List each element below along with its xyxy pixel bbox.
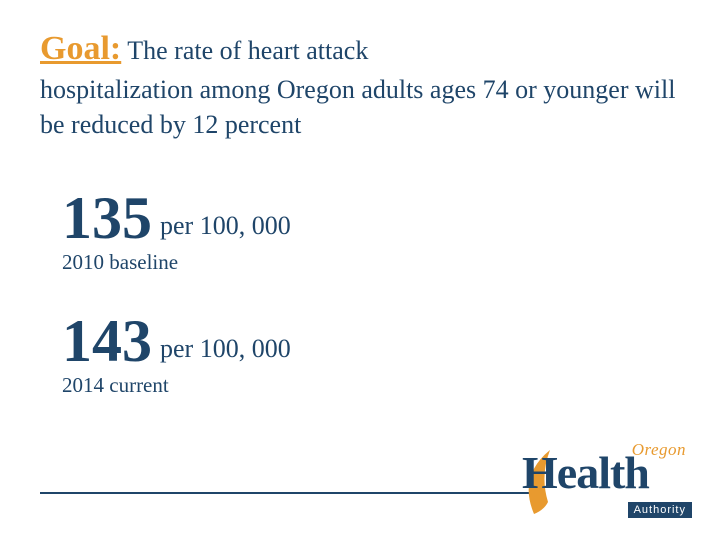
goal-text-line1: The rate of heart attack: [121, 36, 368, 65]
stat-current-number: 143: [62, 311, 152, 371]
stat-current-line: 143 per 100, 000: [62, 311, 680, 371]
oregon-health-authority-logo: Oregon Health Authority: [522, 440, 692, 526]
stat-baseline-unit: per 100, 000: [160, 211, 291, 241]
goal-label: Goal:: [40, 30, 121, 67]
stat-baseline-caption: 2010 baseline: [62, 250, 680, 275]
stat-current-caption: 2014 current: [62, 373, 680, 398]
stat-current-unit: per 100, 000: [160, 334, 291, 364]
stat-baseline: 135 per 100, 000 2010 baseline: [62, 188, 680, 275]
logo-health-text: Health: [522, 450, 649, 496]
stat-baseline-line: 135 per 100, 000: [62, 188, 680, 248]
goal-heading: Goal: The rate of heart attack hospitali…: [40, 26, 680, 142]
stat-current: 143 per 100, 000 2014 current: [62, 311, 680, 398]
stat-baseline-number: 135: [62, 188, 152, 248]
divider-line: [40, 492, 540, 494]
goal-text-line2: hospitalization among Oregon adults ages…: [40, 75, 675, 139]
slide: Goal: The rate of heart attack hospitali…: [0, 0, 720, 540]
logo-authority-text: Authority: [628, 502, 692, 518]
